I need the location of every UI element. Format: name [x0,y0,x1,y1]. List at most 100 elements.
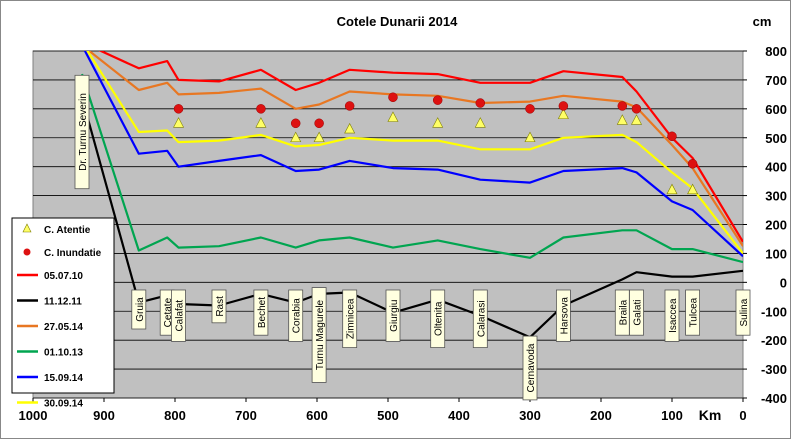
legend-entry: 01.10.13 [17,348,83,359]
station-label-text: Rast [215,296,226,317]
station-label-box [522,335,538,401]
station-label: Braila [614,289,630,336]
legend: C. Atentie C. Inundatie 05.07.10 11.12.11 27… [11,217,115,410]
x-tick-label: 300 [519,408,541,423]
station-label: Sulina [735,289,751,336]
station-label: Galati [629,289,644,336]
legend-swatch [23,248,31,256]
marker-inundatie [173,104,184,114]
station-label-text: Calafat [175,300,186,332]
series-line-01.10.13 [80,73,743,264]
marker-atentie [432,117,444,128]
marker-atentie [631,114,642,125]
station-label-box [430,289,446,348]
station-label-box [171,289,186,342]
y-tick-label: 0 [780,275,787,290]
station-label-text: Sulina [739,298,750,326]
chart-title: Cotele Dunarii 2014 [337,14,458,29]
threshold-markers [173,92,699,195]
station-label-text: Tulcea [689,297,700,327]
legend-label: 27.05.14 [44,322,83,333]
station-label-box [629,289,644,336]
x-tick-label: 600 [306,408,328,423]
marker-inundatie [687,159,698,169]
station-label: Tulcea [685,289,700,336]
station-labels: Dr. Turnu Severin Gruia Cetate Calafat Rast B… [74,74,751,401]
marker-atentie [616,114,628,125]
station-label-box [311,287,327,383]
station-label-text: Dr. Turnu Severin [78,93,89,171]
station-label-box [556,289,571,342]
y-tick-label: -300 [761,362,787,377]
station-label-text: Calarasi [476,300,487,337]
station-label-text: Cernavoda [526,343,537,392]
x-tick-label: 0 [739,408,746,423]
marker-inundatie [344,101,355,111]
marker-atentie [524,131,536,143]
marker-inundatie [290,118,301,129]
legend-box [11,217,115,394]
station-label: Calarasi [472,289,488,348]
y-tick-label: 200 [765,218,787,233]
x-tick-label: 900 [93,408,115,423]
marker-atentie [687,183,699,195]
series-line-15.09.14 [83,51,743,258]
marker-atentie [557,108,569,119]
legend-entry: 27.05.14 [17,322,83,333]
station-label: Isaccea [664,289,680,342]
station-label-box [385,289,401,342]
legend-entry: C. Atentie [22,223,91,236]
legend-entry: 15.09.14 [17,373,83,384]
x-tick-label: 800 [164,408,186,423]
y-tick-label: 400 [765,160,787,175]
station-label: Giurgiu [385,289,401,342]
station-label-text: Zimnicea [346,298,357,339]
marker-inundatie [631,104,642,114]
x-tick-label: 1000 [19,408,48,423]
legend-entry: 05.07.10 [17,271,83,282]
marker-inundatie [256,104,266,114]
station-label: Corabia [288,289,304,342]
marker-atentie [666,183,678,195]
station-label-box [211,289,227,324]
station-label-text: Galati [633,300,644,326]
y-tick-label: 800 [765,44,787,59]
station-label-box [685,289,700,336]
station-label: Bechet [253,289,269,336]
station-label-box [472,289,488,348]
marker-inundatie [667,131,677,142]
legend-entry: 30.09.14 [17,399,83,410]
series-line-30.09.14 [86,51,743,255]
station-label-box [253,289,269,336]
y-tick-label: 600 [765,102,787,117]
y-axis-unit-label: cm [753,14,772,29]
station-label-box [664,289,680,342]
station-label-box [288,289,304,342]
station-label: Harsova [556,289,571,342]
legend-entry: C. Inundatie [23,248,102,259]
station-label-text: Corabia [292,298,303,333]
station-label: Cetate [159,289,175,336]
y-tick-label: -400 [761,391,787,406]
marker-inundatie [475,98,486,108]
station-label: Turnu Magurele [311,287,327,383]
station-label: Rast [211,289,227,324]
series-line-05.07.10 [98,51,743,243]
station-label-box [735,289,751,336]
legend-entry: 11.12.11 [17,297,82,308]
marker-inundatie [314,118,324,129]
station-label: Dr. Turnu Severin [74,74,90,190]
x-tick-label: 100 [661,408,683,423]
station-label-text: Cetate [163,297,174,327]
station-label-text: Harsova [559,297,570,335]
marker-atentie [173,117,185,128]
station-label-text: Isaccea [668,298,679,333]
station-label-text: Turnu Magurele [315,299,326,370]
marker-atentie [313,131,325,143]
marker-atentie [387,111,399,122]
station-label: Oltenita [430,289,446,348]
legend-label: 15.09.14 [44,373,83,384]
marker-inundatie [558,101,569,111]
